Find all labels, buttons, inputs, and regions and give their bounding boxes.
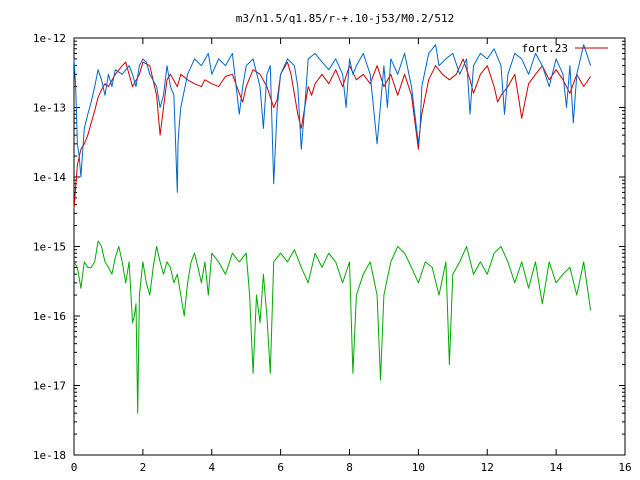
x-tick-label: 6 [277, 461, 284, 474]
x-tick-label: 0 [71, 461, 78, 474]
x-tick-label: 2 [140, 461, 147, 474]
series-line-1 [73, 58, 592, 209]
x-tick-label: 8 [346, 461, 353, 474]
y-tick-label: 1e-16 [33, 310, 66, 323]
legend-label: fort.23 [522, 42, 568, 55]
x-tick-label: 10 [412, 461, 425, 474]
chart-title: m3/n1.5/q1.85/r-+.10-j53/M0.2/512 [236, 12, 455, 25]
y-tick-label: 1e-18 [33, 449, 66, 462]
series-line-3 [73, 240, 592, 414]
series-line-2 [73, 44, 592, 193]
axes: 0 2 4 6 8 10 12 14 16 1e-18 1e-17 1e-16 1e-15 1e-14 1e… [33, 32, 632, 474]
x-tick-label: 16 [618, 461, 631, 474]
legend: fort.23 [522, 42, 608, 55]
y-tick-label: 1e-14 [33, 171, 66, 184]
y-tick-label: 1e-17 [33, 380, 66, 393]
x-tick-label: 12 [481, 461, 494, 474]
y-tick-label: 1e-15 [33, 241, 66, 254]
x-tick-label: 14 [550, 461, 564, 474]
y-tick-label: 1e-13 [33, 102, 66, 115]
series-group [73, 44, 592, 414]
y-tick-label: 1e-12 [33, 32, 66, 45]
x-tick-label: 4 [208, 461, 215, 474]
